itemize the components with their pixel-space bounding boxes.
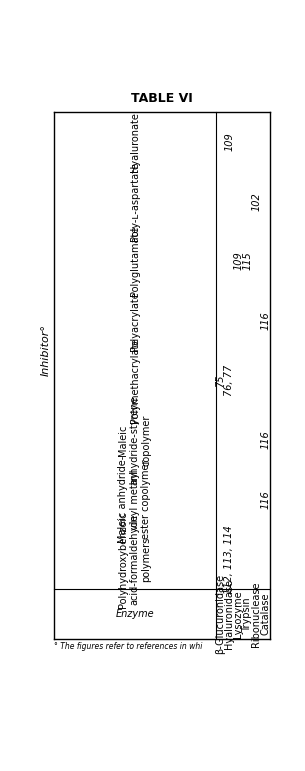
Text: Polyhydroxybenzoic
acid-formaldehyde
polymers: Polyhydroxybenzoic acid-formaldehyde pol… [118, 511, 151, 608]
Text: Polyglutamate: Polyglutamate [130, 226, 140, 296]
Text: Hyaluronidase: Hyaluronidase [224, 579, 234, 649]
Text: Trypsin: Trypsin [242, 597, 252, 631]
Text: ° The figures refer to references in whi: ° The figures refer to references in whi [54, 642, 202, 651]
Text: Hyaluronate: Hyaluronate [130, 112, 140, 171]
Text: Enzyme: Enzyme [115, 609, 154, 619]
Text: β-Glucuronidase: β-Glucuronidase [215, 574, 225, 655]
Text: Maleic
anhydride-styrene
copolymer: Maleic anhydride-styrene copolymer [118, 396, 151, 485]
Text: TABLE VI: TABLE VI [131, 93, 193, 105]
Text: Maleic anhydride-
vinyl methyl
ester copolymer: Maleic anhydride- vinyl methyl ester cop… [118, 456, 151, 544]
Text: 115: 115 [242, 251, 252, 271]
Text: 75: 75 [215, 374, 225, 386]
Text: Lysozyme: Lysozyme [233, 591, 243, 638]
Text: Ribonuclease: Ribonuclease [251, 581, 261, 647]
Text: 109: 109 [224, 133, 234, 151]
Text: Poly-ʟ-aspartate: Poly-ʟ-aspartate [130, 162, 140, 241]
Text: 116: 116 [260, 490, 270, 509]
Text: Inhibitor°: Inhibitor° [41, 325, 51, 376]
Text: 112, 113, 114: 112, 113, 114 [224, 525, 234, 594]
Text: Catalase: Catalase [260, 593, 270, 635]
Text: Polyacrylate: Polyacrylate [130, 291, 140, 351]
Text: 109: 109 [233, 251, 243, 271]
Text: 116: 116 [260, 431, 270, 449]
Text: 116: 116 [260, 311, 270, 330]
Text: Polymethacrylate: Polymethacrylate [130, 338, 140, 423]
Text: 76, 77: 76, 77 [224, 365, 234, 396]
Text: 102: 102 [251, 192, 261, 210]
